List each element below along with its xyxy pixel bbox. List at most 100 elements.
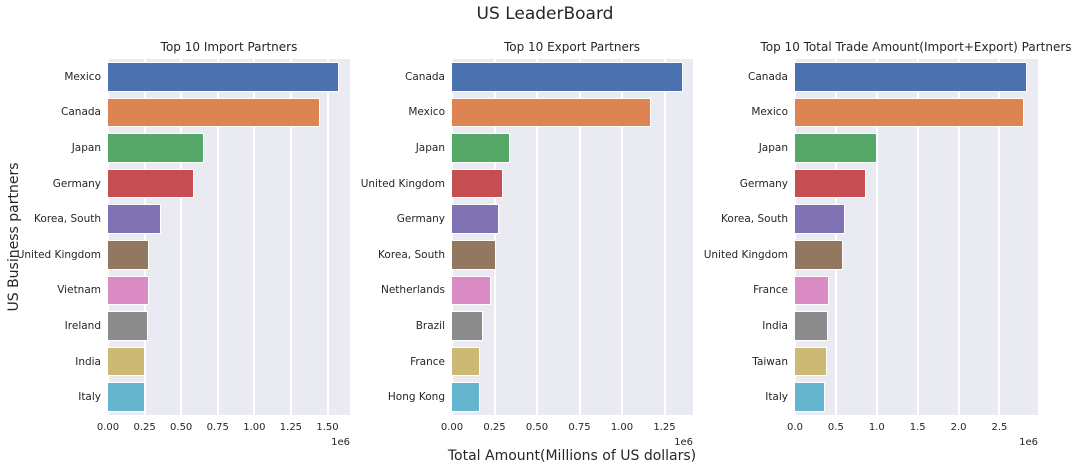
- axis-scale-label: 1e6: [1019, 437, 1038, 448]
- y-tick-label-canada: Canada: [61, 106, 101, 119]
- bar-korea-south: [108, 205, 160, 233]
- x-tick-label-1-00: 1.00: [610, 422, 634, 433]
- x-tick-label-1-25: 1.25: [279, 422, 303, 433]
- x-tick-label-0-5: 0.5: [827, 422, 844, 433]
- x-tick-label-0-50: 0.50: [525, 422, 549, 433]
- bar-mexico: [795, 98, 1024, 127]
- y-tick-label-japan: Japan: [71, 142, 101, 154]
- y-tick-label-united-kingdom: United Kingdom: [360, 177, 445, 190]
- x-tick-label-2-0: 2.0: [950, 422, 967, 433]
- x-tick-label-0-0: 0.0: [787, 422, 803, 433]
- gridline: [451, 59, 453, 415]
- y-tick-label-mexico: Mexico: [408, 106, 445, 119]
- gridline: [957, 59, 960, 415]
- bar-korea-south: [452, 241, 495, 269]
- bar-vietnam: [108, 276, 148, 305]
- bar-germany: [108, 169, 193, 198]
- y-tick-label-vietnam: Vietnam: [57, 284, 101, 297]
- x-tick-label-1-50: 1.50: [316, 422, 339, 433]
- bar-united-kingdom: [108, 241, 148, 269]
- gridline: [493, 59, 496, 415]
- gridline: [289, 59, 292, 415]
- y-tick-label-canada: Canada: [405, 70, 445, 83]
- bar-germany: [795, 169, 865, 198]
- bar-united-kingdom: [452, 169, 502, 198]
- gridline: [143, 59, 146, 415]
- bar-korea-south: [795, 205, 845, 233]
- x-tick-label-1-5: 1.5: [909, 422, 926, 433]
- bar-japan: [108, 134, 204, 162]
- x-axis-label: Total Amount(Millions of US dollars): [447, 448, 697, 464]
- bar-hong-kong: [452, 383, 480, 411]
- bar-germany: [452, 205, 499, 233]
- x-tick-label-0-00: 0.00: [96, 422, 120, 433]
- y-tick-label-united-kingdom: United Kingdom: [703, 248, 788, 261]
- y-tick-label-india: India: [762, 320, 788, 332]
- subplot-title-export: Top 10 Export Partners: [503, 40, 641, 54]
- y-tick-label-japan: Japan: [758, 142, 788, 154]
- y-tick-label-italy: Italy: [78, 391, 101, 404]
- x-tick-label-0-75: 0.75: [568, 422, 591, 433]
- x-tick-label-1-00: 1.00: [243, 422, 266, 433]
- bar-italy: [108, 383, 144, 411]
- figure-title: US LeaderBoard: [476, 4, 614, 24]
- y-tick-label-korea-south: Korea, South: [34, 213, 101, 226]
- y-tick-label-brazil: Brazil: [415, 320, 445, 332]
- bar-taiwan: [795, 347, 826, 376]
- bar-mexico: [452, 98, 650, 127]
- y-tick-label-korea-south: Korea, South: [378, 248, 445, 261]
- y-tick-label-taiwan: Taiwan: [752, 355, 788, 368]
- y-tick-label-germany: Germany: [52, 177, 101, 190]
- y-tick-label-korea-south: Korea, South: [721, 213, 788, 226]
- y-tick-label-germany: Germany: [739, 177, 788, 190]
- bar-france: [452, 347, 480, 376]
- gridline: [216, 59, 219, 415]
- y-tick-label-japan: Japan: [415, 142, 445, 154]
- axis-scale-label: 1e6: [331, 437, 350, 448]
- x-tick-label-0-25: 0.25: [133, 422, 156, 433]
- axis-scale-label: 1e6: [674, 437, 693, 448]
- y-tick-label-hong-kong: Hong Kong: [387, 391, 445, 404]
- bar-brazil: [452, 312, 482, 340]
- bar-italy: [795, 383, 825, 411]
- bar-japan: [795, 134, 876, 162]
- bar-france: [795, 276, 828, 305]
- bar-japan: [452, 134, 510, 162]
- y-tick-label-germany: Germany: [396, 213, 445, 226]
- x-tick-label-2-5: 2.5: [991, 422, 1008, 433]
- gridline: [180, 59, 183, 415]
- import-chart-axes: 0.00 0.25 0.50 0.75 1.00 1.25 1.50 1e6 Mexico Can…: [17, 59, 350, 448]
- gridline: [875, 59, 878, 415]
- bar-india: [108, 347, 144, 376]
- bar-ireland: [108, 312, 147, 340]
- subplot-title-import: Top 10 Import Partners: [160, 40, 298, 54]
- subplot-title-total-trade: Top 10 Total Trade Amount(Import+Export)…: [760, 40, 1072, 54]
- bar-netherlands: [452, 276, 490, 305]
- y-tick-label-canada: Canada: [748, 70, 788, 83]
- y-axis-label: US Business partners: [6, 162, 22, 312]
- y-tick-label-united-kingdom: United Kingdom: [16, 248, 101, 261]
- x-tick-label-0-00: 0.00: [440, 422, 464, 433]
- x-tick-label-1-0: 1.0: [868, 422, 885, 433]
- y-tick-label-ireland: Ireland: [64, 320, 101, 332]
- bar-canada: [452, 63, 682, 91]
- gridline: [794, 59, 796, 415]
- y-tick-label-india: India: [75, 355, 101, 368]
- bar-united-kingdom: [795, 241, 843, 269]
- bar-india: [795, 312, 827, 340]
- export-chart-axes: 0.00 0.25 0.50 0.75 1.00 1.25 1e6 Canada Mexico J…: [361, 59, 693, 448]
- bar-mexico: [108, 63, 339, 91]
- gridline: [834, 59, 837, 415]
- gridline: [998, 59, 1001, 415]
- y-tick-label-france: France: [753, 284, 788, 297]
- bar-canada: [795, 63, 1027, 91]
- x-tick-label-0-50: 0.50: [170, 422, 193, 433]
- gridline: [326, 59, 329, 415]
- y-tick-label-mexico: Mexico: [64, 70, 101, 83]
- total-trade-chart-axes: 0.0 0.5 1.0 1.5 2.0 2.5 1e6 Canada Mexico Japan Ge…: [704, 59, 1038, 448]
- x-tick-label-0-25: 0.25: [483, 422, 506, 433]
- x-tick-label-1-25: 1.25: [653, 422, 676, 433]
- bar-canada: [108, 98, 319, 127]
- x-tick-label-0-75: 0.75: [206, 422, 229, 433]
